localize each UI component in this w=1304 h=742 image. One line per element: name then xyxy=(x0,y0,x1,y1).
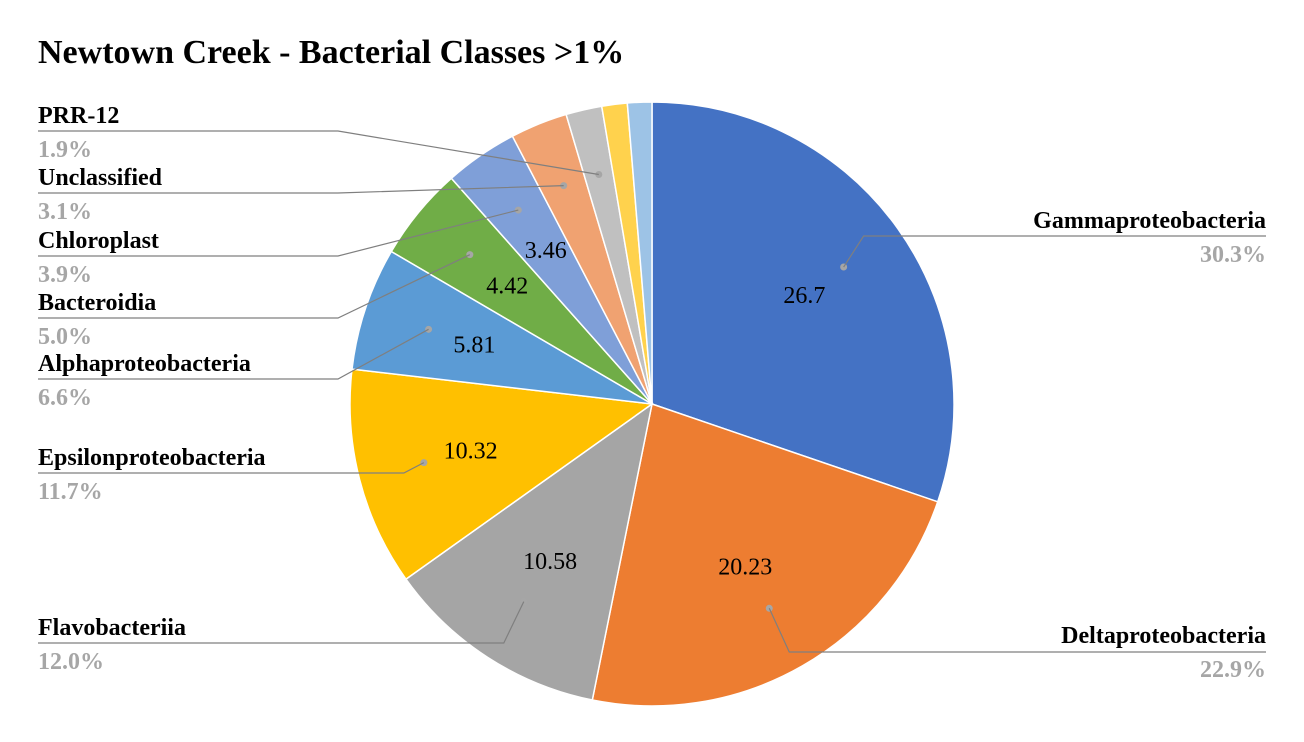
slice-category-label: Deltaproteobacteria xyxy=(1061,623,1266,649)
slice-category-label: Bacteroidia xyxy=(38,290,156,316)
leader-line xyxy=(38,185,564,194)
slice-category-label: Epsilonproteobacteria xyxy=(38,445,266,471)
slice-percent-label: 22.9% xyxy=(1200,657,1266,683)
slice-value-label: 5.81 xyxy=(453,333,495,359)
slice-percent-label: 30.3% xyxy=(1200,242,1266,268)
slice-value-label: 26.7 xyxy=(783,283,825,309)
leader-line xyxy=(38,209,519,257)
slice-category-label: PRR-12 xyxy=(38,103,119,129)
slice-category-label: Gammaproteobacteria xyxy=(1033,208,1266,234)
slice-percent-label: 6.6% xyxy=(38,385,92,411)
pie-slice xyxy=(591,403,939,707)
slice-value-label: 4.42 xyxy=(486,273,528,299)
slice-category-label: Chloroplast xyxy=(38,228,159,254)
slice-value-label: 10.58 xyxy=(523,549,577,575)
leader-line xyxy=(38,254,471,319)
slice-value-label: 3.46 xyxy=(525,238,567,264)
leader-line xyxy=(38,601,525,644)
slice-value-label: 10.32 xyxy=(444,439,498,465)
slice-category-label: Alphaproteobacteria xyxy=(38,351,251,377)
slice-percent-label: 5.0% xyxy=(38,324,92,350)
slice-percent-label: 11.7% xyxy=(38,479,103,505)
slice-value-label: 20.23 xyxy=(718,554,772,580)
leader-line xyxy=(38,462,425,474)
pie-slice xyxy=(351,250,653,405)
leader-line xyxy=(38,130,599,176)
pie-slice xyxy=(626,101,653,405)
slice-percent-label: 3.1% xyxy=(38,199,92,225)
slice-category-label: Flavobacteriia xyxy=(38,615,186,641)
slice-category-label: Unclassified xyxy=(38,165,163,191)
slice-percent-label: 1.9% xyxy=(38,137,92,163)
leader-line xyxy=(768,608,1266,653)
pie-slice xyxy=(404,402,654,701)
pie-slice xyxy=(349,368,655,581)
chart-title: Newtown Creek - Bacterial Classes >1% xyxy=(38,34,625,71)
leader-line xyxy=(843,235,1266,268)
slice-percent-label: 3.9% xyxy=(38,262,92,288)
pie-slice xyxy=(651,101,955,503)
slice-percent-label: 12.0% xyxy=(38,649,104,675)
leader-line xyxy=(38,328,429,380)
